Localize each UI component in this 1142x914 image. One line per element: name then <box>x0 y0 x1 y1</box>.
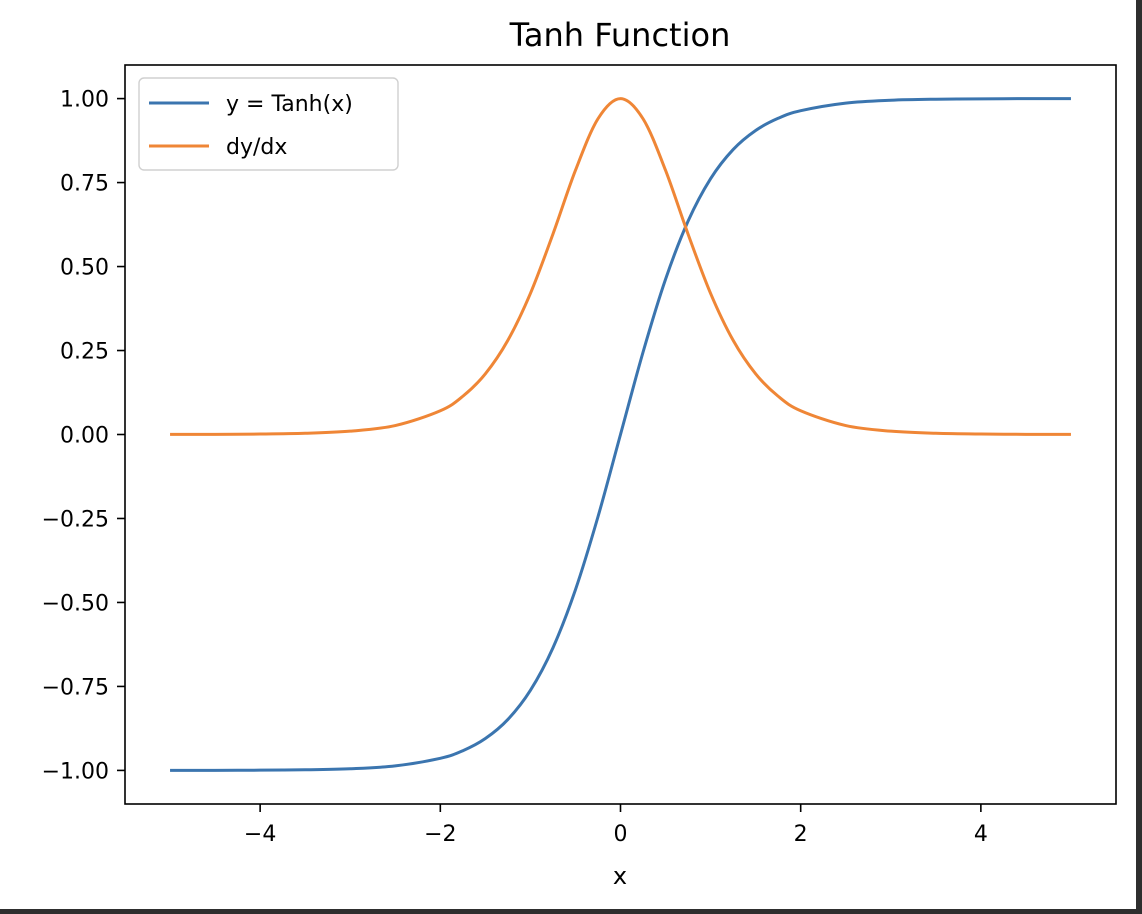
legend-label-derivative: dy/dx <box>226 135 287 160</box>
chart-title: Tanh Function <box>509 16 731 54</box>
y-tick-label: 0.25 <box>60 340 109 365</box>
series-line-tanh <box>170 97 1071 772</box>
y-tick-label: −0.75 <box>42 675 109 700</box>
y-tick-label: −1.00 <box>42 759 109 784</box>
series-layer <box>170 97 1071 772</box>
y-tick-label: −0.50 <box>42 591 109 616</box>
x-tick-label: 0 <box>614 822 628 847</box>
legend: y = Tanh(x) dy/dx <box>138 77 399 171</box>
window-edge-bottom <box>0 909 1142 914</box>
y-tick-label: 0.00 <box>60 424 109 449</box>
y-tick-label: 0.75 <box>60 172 109 197</box>
x-axis-ticks: −4 −2 0 2 4 <box>244 804 988 847</box>
window-edge-right <box>1136 0 1142 914</box>
x-tick-label: −4 <box>244 822 276 847</box>
x-axis-label: x <box>613 862 627 890</box>
series-line-derivative <box>170 97 1071 436</box>
y-tick-label: −0.25 <box>42 507 109 532</box>
x-tick-label: 4 <box>974 822 988 847</box>
y-tick-label: 0.50 <box>60 256 109 281</box>
y-axis-ticks: −1.00 −0.75 −0.50 −0.25 0.00 0.25 0.50 0.75 1.00 <box>42 88 125 784</box>
y-tick-label: 1.00 <box>60 88 109 113</box>
legend-label-tanh: y = Tanh(x) <box>226 92 353 117</box>
x-tick-label: −2 <box>424 822 456 847</box>
x-tick-label: 2 <box>794 822 808 847</box>
